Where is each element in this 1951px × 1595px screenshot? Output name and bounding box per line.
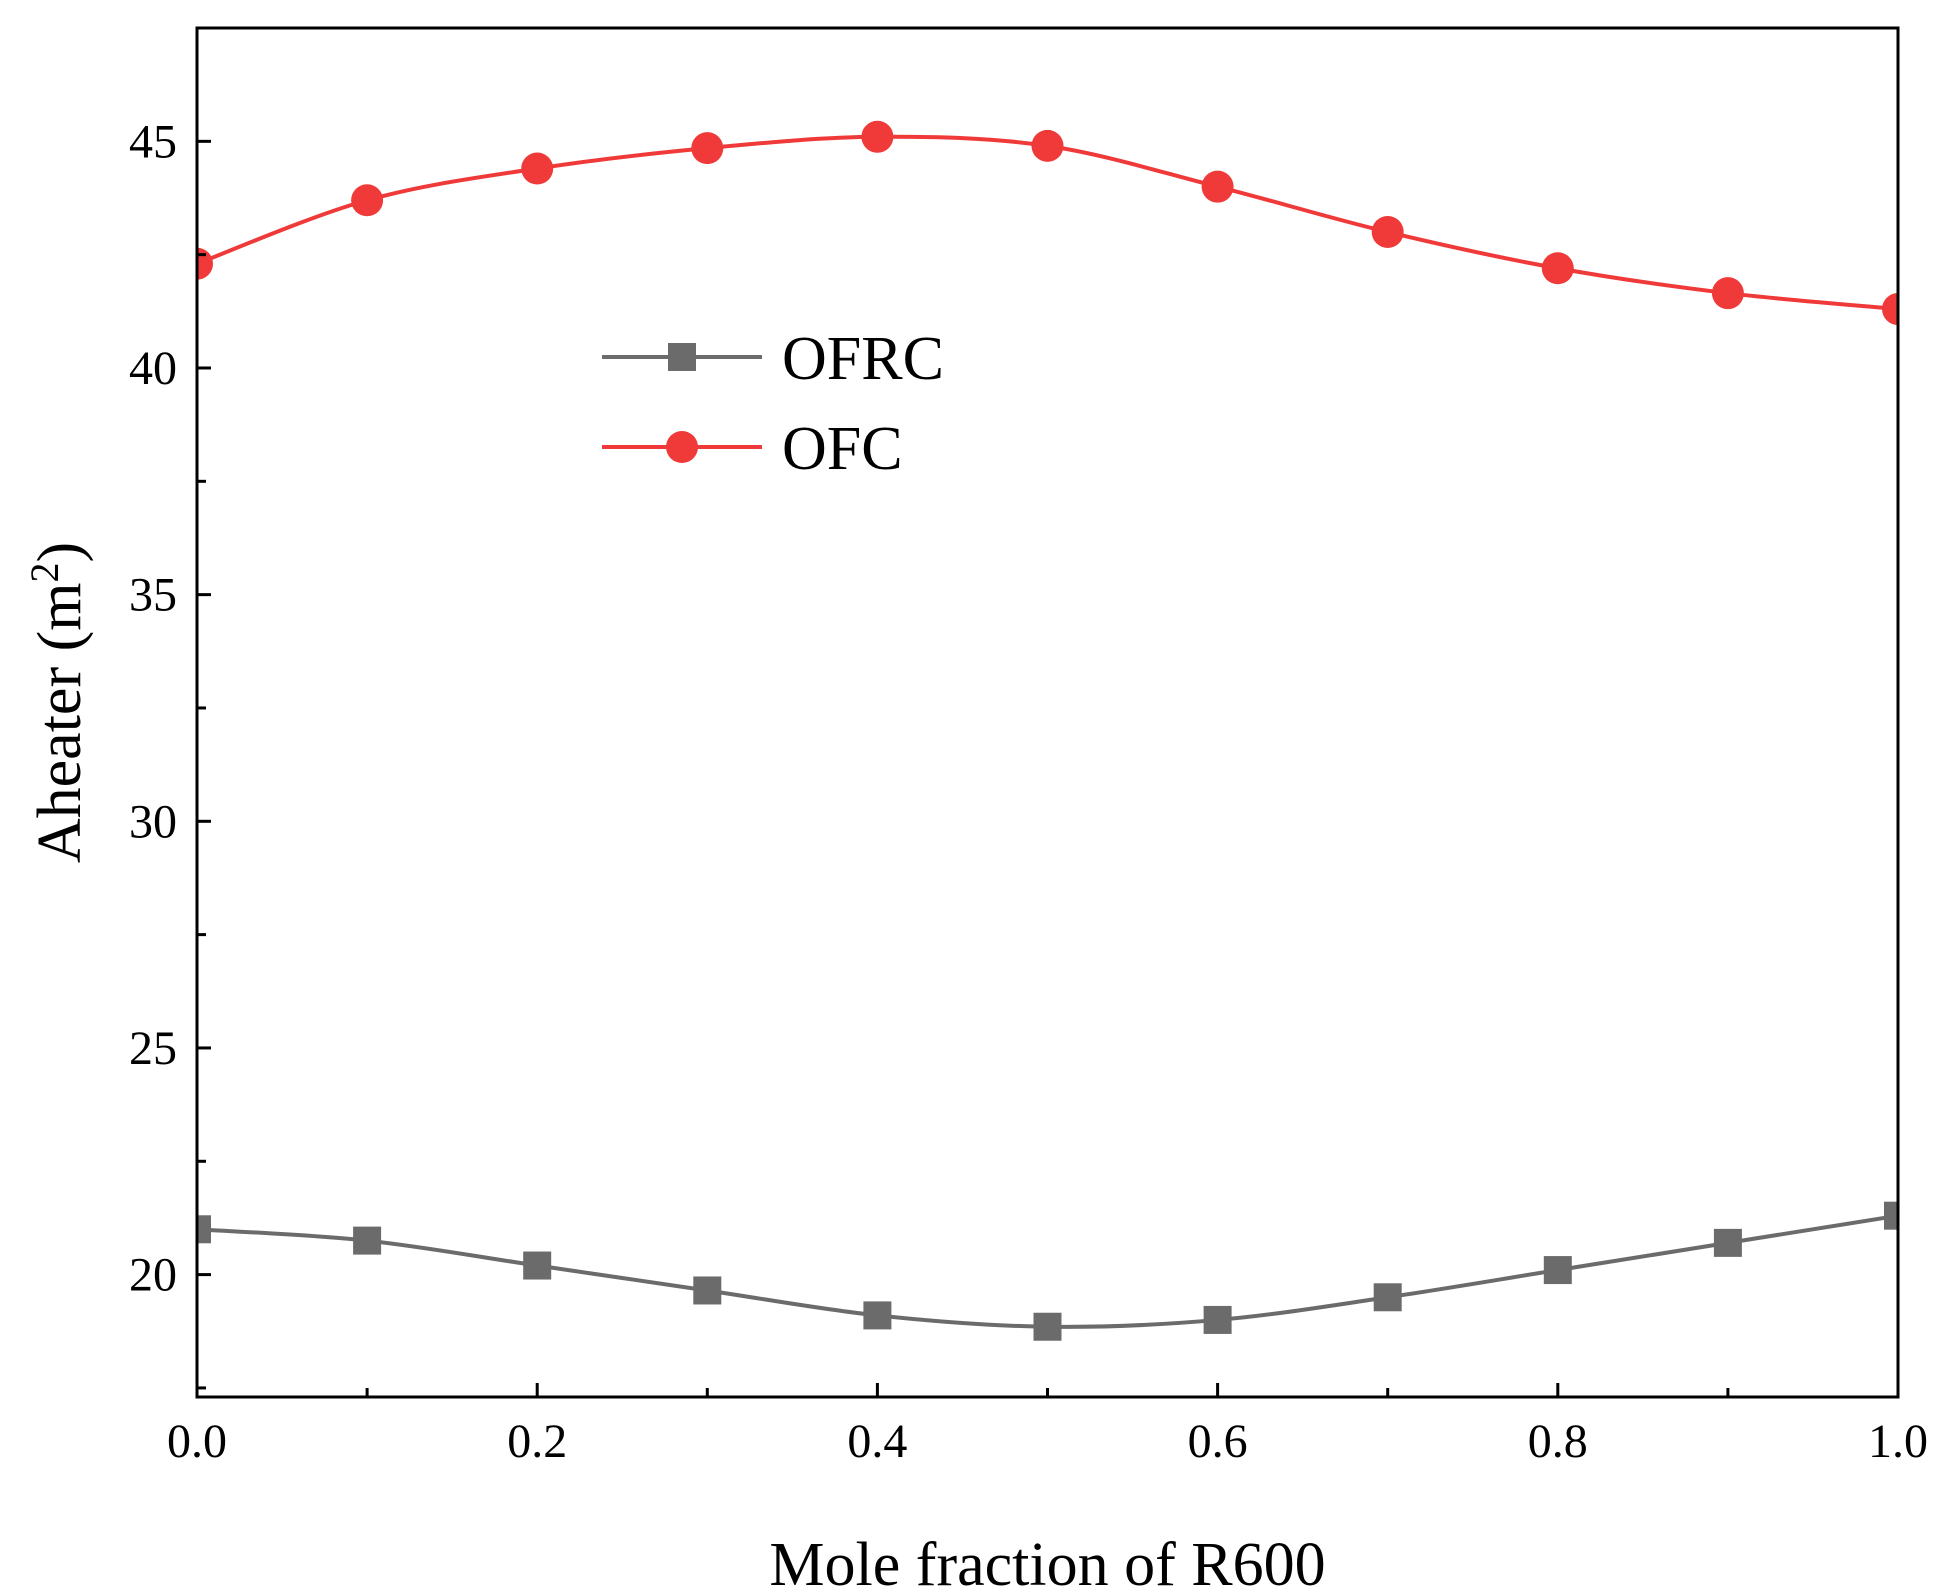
point-ofc (351, 184, 384, 217)
series-line-ofc (197, 134, 1898, 312)
legend-marker-ofrc (668, 343, 696, 371)
x-tick-label: 0.6 (1188, 1415, 1248, 1468)
point-ofrc (1543, 1256, 1572, 1285)
point-ofc (1031, 129, 1064, 162)
series-ofc (197, 120, 1898, 326)
y-tick-label: 30 (129, 795, 177, 848)
series-layer (197, 120, 1898, 1341)
point-ofc (861, 120, 894, 153)
y-tick-label: 25 (129, 1022, 177, 1075)
legend-marker-ofc (666, 431, 698, 463)
point-ofrc (1033, 1312, 1062, 1341)
x-tick-label: 0.2 (507, 1415, 567, 1468)
x-axis-title: Mole fraction of R600 (769, 1531, 1325, 1595)
point-ofrc (353, 1226, 382, 1255)
point-ofrc (197, 1215, 211, 1244)
plot-frame (195, 26, 1900, 1399)
axis-layer: 0.0 0.2 0.4 0.6 0.8 1.0 20 25 30 35 40 45 Mole fract… (22, 26, 1928, 1595)
x-tick-label: 0.8 (1528, 1415, 1588, 1468)
point-ofc (1371, 215, 1404, 248)
legend-item-ofc: OFC (602, 415, 903, 483)
legend: OFRC OFC (602, 325, 944, 483)
point-ofrc (523, 1251, 552, 1280)
point-ofc (1541, 252, 1574, 285)
point-ofrc (863, 1301, 892, 1330)
y-tick-label: 45 (129, 115, 177, 168)
point-ofc (691, 132, 724, 165)
x-tick-label: 1.0 (1868, 1415, 1928, 1468)
point-ofc (1201, 170, 1234, 203)
point-ofrc (1373, 1283, 1402, 1312)
point-ofrc (1203, 1305, 1232, 1334)
point-ofc (521, 152, 554, 185)
point-ofrc (1884, 1201, 1898, 1230)
point-ofc (1711, 277, 1744, 310)
point-ofc (1882, 293, 1898, 326)
point-ofrc (693, 1276, 722, 1305)
x-tick-label: 0.4 (847, 1415, 907, 1468)
x-tick-label: 0.0 (167, 1415, 227, 1468)
series-ofrc (197, 1201, 1898, 1341)
y-tick-label: 35 (129, 569, 177, 622)
point-ofrc (1713, 1228, 1742, 1257)
y-tick-label: 40 (129, 342, 177, 395)
legend-item-ofrc: OFRC (602, 325, 944, 393)
y-tick-label: 20 (129, 1249, 177, 1302)
series-line-ofrc (197, 1213, 1898, 1329)
y-axis-title: Aheater (m2) (22, 542, 94, 863)
legend-label-ofc: OFC (782, 415, 903, 483)
legend-label-ofrc: OFRC (782, 325, 944, 393)
